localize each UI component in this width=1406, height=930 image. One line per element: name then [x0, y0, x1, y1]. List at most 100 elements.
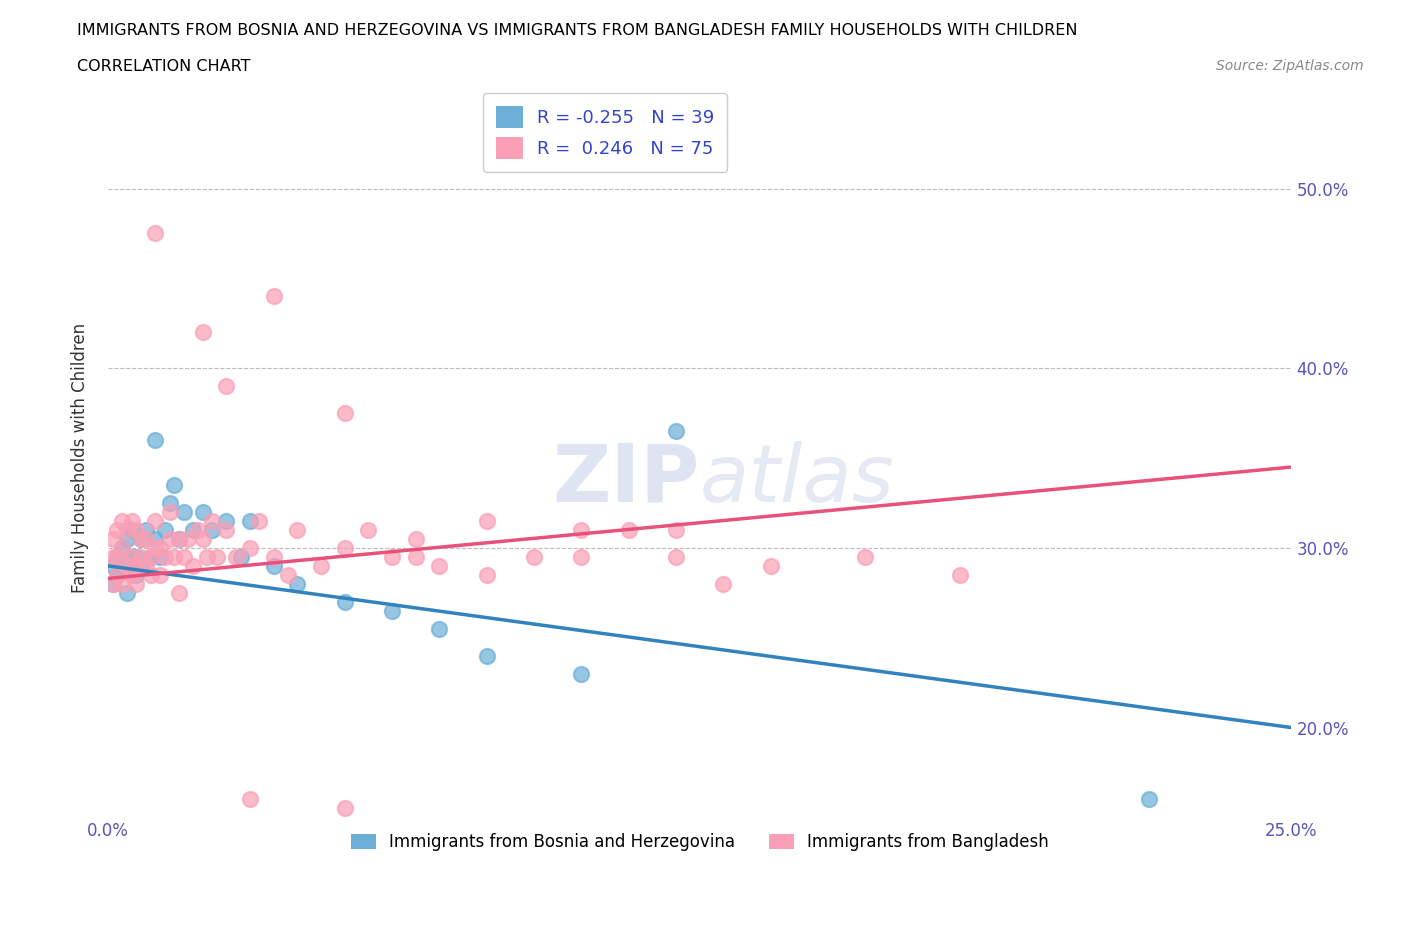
Point — [107, 567, 129, 582]
Point — [197, 550, 219, 565]
Point — [191, 531, 214, 546]
Point — [143, 531, 166, 546]
Point — [129, 558, 152, 573]
Point — [153, 550, 176, 565]
Point — [277, 567, 299, 582]
Point — [121, 550, 143, 565]
Point — [333, 405, 356, 420]
Point — [475, 648, 498, 663]
Point — [111, 513, 134, 528]
Point — [405, 550, 427, 565]
Point — [163, 478, 186, 493]
Point — [159, 496, 181, 511]
Point — [125, 577, 148, 591]
Point — [333, 540, 356, 555]
Point — [149, 550, 172, 565]
Text: CORRELATION CHART: CORRELATION CHART — [77, 59, 250, 73]
Point — [125, 558, 148, 573]
Point — [101, 550, 124, 565]
Point — [239, 540, 262, 555]
Point — [129, 531, 152, 546]
Point — [285, 577, 308, 591]
Point — [115, 558, 138, 573]
Point — [285, 523, 308, 538]
Point — [101, 531, 124, 546]
Point — [427, 558, 450, 573]
Point — [115, 531, 138, 546]
Point — [229, 550, 252, 565]
Point — [225, 550, 247, 565]
Point — [167, 531, 190, 546]
Point — [167, 585, 190, 600]
Text: IMMIGRANTS FROM BOSNIA AND HERZEGOVINA VS IMMIGRANTS FROM BANGLADESH FAMILY HOUS: IMMIGRANTS FROM BOSNIA AND HERZEGOVINA V… — [77, 23, 1078, 38]
Point — [309, 558, 332, 573]
Point — [111, 540, 134, 555]
Point — [111, 558, 134, 573]
Point — [215, 379, 238, 393]
Point — [107, 567, 129, 582]
Point — [177, 531, 200, 546]
Point — [167, 531, 190, 546]
Point — [163, 550, 186, 565]
Point — [173, 550, 195, 565]
Point — [101, 577, 124, 591]
Point — [427, 621, 450, 636]
Point — [569, 523, 592, 538]
Point — [617, 523, 640, 538]
Point — [143, 513, 166, 528]
Point — [121, 523, 143, 538]
Point — [187, 523, 209, 538]
Point — [139, 550, 162, 565]
Point — [115, 585, 138, 600]
Point — [101, 558, 124, 573]
Point — [121, 513, 143, 528]
Point — [149, 540, 172, 555]
Point — [121, 550, 143, 565]
Point — [357, 523, 380, 538]
Point — [475, 513, 498, 528]
Point — [215, 513, 238, 528]
Point — [249, 513, 271, 528]
Legend: Immigrants from Bosnia and Herzegovina, Immigrants from Bangladesh: Immigrants from Bosnia and Herzegovina, … — [343, 825, 1057, 859]
Point — [949, 567, 972, 582]
Point — [381, 550, 404, 565]
Point — [855, 550, 877, 565]
Point — [215, 523, 238, 538]
Point — [239, 513, 262, 528]
Point — [129, 550, 152, 565]
Point — [125, 550, 148, 565]
Point — [475, 567, 498, 582]
Point — [111, 577, 134, 591]
Point — [201, 513, 224, 528]
Point — [239, 792, 262, 807]
Point — [381, 604, 404, 618]
Point — [1139, 792, 1161, 807]
Point — [135, 558, 157, 573]
Point — [139, 567, 162, 582]
Point — [121, 567, 143, 582]
Point — [569, 550, 592, 565]
Text: atlas: atlas — [700, 441, 894, 519]
Point — [159, 504, 181, 519]
Point — [101, 577, 124, 591]
Point — [523, 550, 546, 565]
Y-axis label: Family Households with Children: Family Households with Children — [72, 323, 89, 593]
Point — [191, 325, 214, 339]
Point — [173, 504, 195, 519]
Point — [333, 801, 356, 816]
Text: ZIP: ZIP — [553, 441, 700, 519]
Point — [143, 432, 166, 447]
Point — [405, 531, 427, 546]
Point — [759, 558, 782, 573]
Point — [181, 523, 204, 538]
Point — [125, 523, 148, 538]
Point — [263, 558, 285, 573]
Point — [201, 523, 224, 538]
Point — [263, 289, 285, 304]
Point — [665, 424, 688, 439]
Point — [713, 577, 735, 591]
Point — [107, 523, 129, 538]
Point — [205, 550, 228, 565]
Point — [427, 819, 450, 834]
Point — [111, 540, 134, 555]
